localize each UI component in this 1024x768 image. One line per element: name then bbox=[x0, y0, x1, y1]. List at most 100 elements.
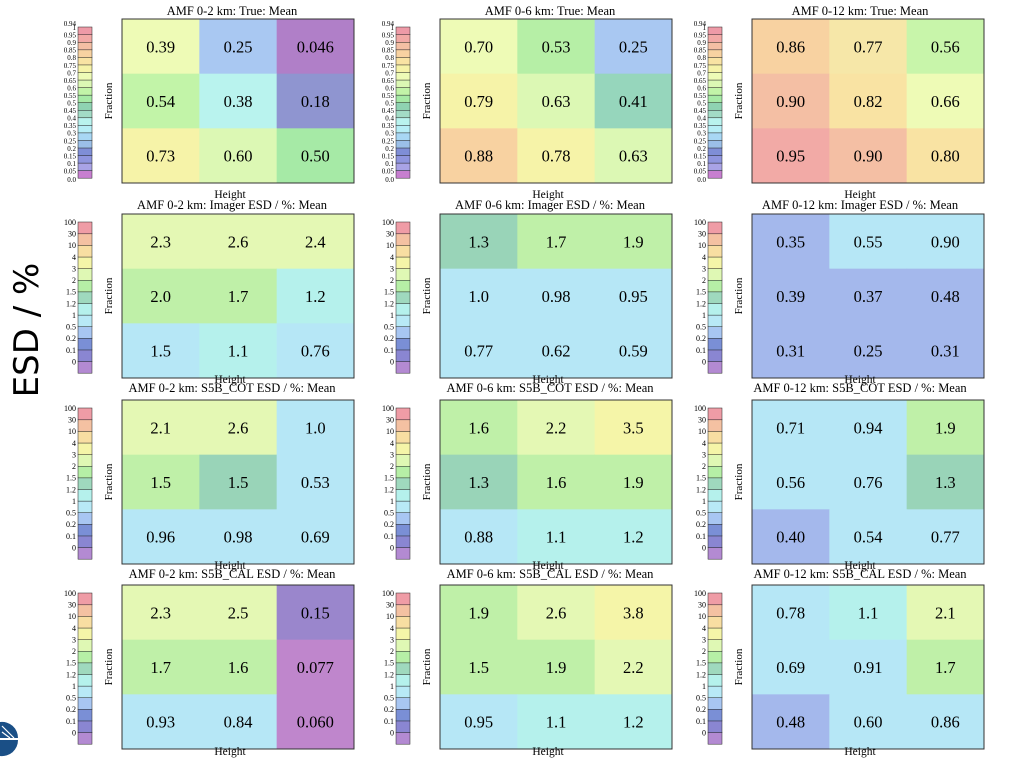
colorbar-tick-label: 4 bbox=[702, 624, 706, 633]
colorbar-swatch bbox=[77, 34, 93, 43]
colorbar-swatch bbox=[77, 279, 93, 293]
colorbar-tick-label: 0.1 bbox=[384, 717, 394, 726]
colorbar-swatch bbox=[77, 102, 93, 111]
panel-title: AMF 0-12 km: Imager ESD / %: Mean bbox=[762, 198, 959, 212]
colorbar-swatch bbox=[707, 523, 723, 537]
colorbar-tick-label: 100 bbox=[694, 218, 706, 227]
colorbar-swatch bbox=[77, 124, 93, 134]
cell-value-label: 0.63 bbox=[542, 92, 571, 111]
colorbar-swatch bbox=[77, 685, 93, 698]
colorbar-tick-label: 1.2 bbox=[384, 485, 394, 494]
colorbar-swatch bbox=[395, 547, 411, 560]
colorbar-tick-label: 0.35 bbox=[64, 122, 77, 130]
colorbar-swatch bbox=[395, 256, 411, 269]
cell-value-label: 0.79 bbox=[464, 92, 493, 111]
colorbar-swatch bbox=[395, 326, 411, 339]
heatmap-cell bbox=[594, 639, 673, 695]
heatmap-cell bbox=[906, 19, 985, 75]
colorbar-tick-label: 2 bbox=[390, 647, 394, 656]
panel-frame bbox=[439, 399, 673, 565]
cell-value-label: 0.77 bbox=[854, 37, 883, 56]
colorbar-swatch bbox=[707, 147, 723, 156]
heatmap-cell bbox=[594, 268, 673, 324]
cell-value-label: 0.98 bbox=[224, 528, 253, 547]
colorbar-tick-label: 1.2 bbox=[696, 485, 706, 494]
colorbar-swatch bbox=[707, 162, 723, 171]
colorbar-tick-label: 0.3 bbox=[385, 130, 394, 138]
heatmap-cell bbox=[199, 128, 278, 184]
cell-value-label: 2.3 bbox=[150, 603, 171, 622]
colorbar-tick-label: 0.1 bbox=[697, 160, 706, 168]
cell-value-label: 2.1 bbox=[935, 603, 956, 622]
cell-value-label: 0.53 bbox=[301, 473, 330, 492]
colorbar-swatch bbox=[77, 140, 93, 149]
heatmap-panel: AMF 0-2 km: True: Mean 0.39 0.25 0.046 0.54 0… bbox=[64, 4, 355, 201]
panel-title: AMF 0-2 km: S5B_CAL ESD / %: Mean bbox=[129, 567, 337, 581]
heatmap-cell bbox=[829, 694, 908, 750]
panel-frame bbox=[439, 584, 673, 750]
cell-value-label: 0.69 bbox=[301, 528, 330, 547]
colorbar-tick-label: 10 bbox=[698, 241, 706, 250]
heatmap-cell bbox=[829, 585, 908, 641]
panel-title: AMF 0-2 km: True: Mean bbox=[167, 4, 298, 18]
colorbar-swatch bbox=[77, 291, 93, 304]
panel-frame bbox=[751, 213, 985, 379]
colorbar-tick-label: 0.3 bbox=[67, 130, 76, 138]
colorbar-tick-label: 0 bbox=[702, 357, 706, 366]
colorbar-tick-label: 10 bbox=[698, 612, 706, 621]
colorbar-tick-label: 1.5 bbox=[66, 474, 76, 483]
colorbar-swatch bbox=[707, 674, 723, 687]
heatmap-cell bbox=[594, 19, 673, 75]
colorbar-swatch bbox=[395, 291, 411, 304]
colorbar-swatch bbox=[707, 547, 723, 560]
heatmap-cell bbox=[440, 128, 518, 184]
colorbar-tick-label: 0.5 bbox=[66, 323, 76, 332]
colorbar-tick-label: 4 bbox=[390, 624, 394, 633]
colorbar: 0.050.10.150.20.250.30.350.40.450.50.550… bbox=[694, 20, 723, 184]
cell-value-label: 0.48 bbox=[931, 287, 960, 306]
heatmap-cell bbox=[906, 585, 985, 641]
colorbar-swatch bbox=[77, 337, 93, 351]
colorbar-swatch bbox=[77, 674, 93, 687]
x-axis-label: Height bbox=[214, 374, 246, 386]
cell-value-label: 0.18 bbox=[301, 92, 330, 111]
colorbar-swatch bbox=[395, 79, 411, 88]
cell-value-label: 0.94 bbox=[854, 418, 883, 437]
cell-value-label: 0.50 bbox=[301, 147, 330, 166]
panel-title: AMF 0-12 km: S5B_CAL ESD / %: Mean bbox=[753, 567, 967, 581]
colorbar-swatch bbox=[395, 465, 411, 479]
heatmap-cell bbox=[276, 639, 355, 695]
cell-value-label: 2.1 bbox=[150, 418, 171, 437]
colorbar-swatch bbox=[395, 132, 411, 141]
colorbar-swatch bbox=[707, 132, 723, 141]
colorbar-tick-label: 0.65 bbox=[64, 77, 77, 85]
colorbar-tick-label: 1.5 bbox=[66, 659, 76, 668]
colorbar-swatch bbox=[395, 592, 411, 606]
colorbar-swatch bbox=[77, 162, 93, 171]
colorbar-tick-label: 0 bbox=[702, 543, 706, 552]
heatmap-panel: AMF 0-12 km: S5B_COT ESD / %: Mean 0.71 0.… bbox=[694, 381, 985, 572]
colorbar-swatch bbox=[707, 477, 723, 490]
cell-value-label: 0.31 bbox=[931, 342, 960, 361]
colorbar-tick-label: 0 bbox=[72, 543, 76, 552]
colorbar-tick-label: 0.5 bbox=[67, 100, 76, 108]
colorbar-tick-label: 0 bbox=[72, 357, 76, 366]
colorbar-swatch bbox=[77, 639, 93, 652]
cell-value-label: 0.39 bbox=[776, 287, 805, 306]
heatmap-cell bbox=[440, 639, 518, 695]
heatmap-cell bbox=[906, 268, 985, 324]
cell-value-label: 0.78 bbox=[776, 603, 805, 622]
colorbar-tick-label: 0.35 bbox=[382, 122, 395, 130]
colorbar-tick-label: 0.2 bbox=[697, 145, 706, 153]
cell-value-label: 1.5 bbox=[228, 473, 249, 492]
cell-value-label: 1.1 bbox=[546, 713, 567, 732]
heatmap-cell bbox=[829, 268, 908, 324]
colorbar-tick-label: 0.5 bbox=[385, 100, 394, 108]
heatmap-cell bbox=[517, 509, 596, 565]
colorbar-swatch bbox=[77, 720, 93, 733]
colorbar-swatch bbox=[707, 361, 723, 374]
colorbar-tick-label: 0.55 bbox=[64, 92, 77, 100]
cell-value-label: 0.48 bbox=[776, 713, 805, 732]
heatmap-cell bbox=[440, 509, 518, 565]
colorbar-swatch bbox=[395, 49, 411, 58]
